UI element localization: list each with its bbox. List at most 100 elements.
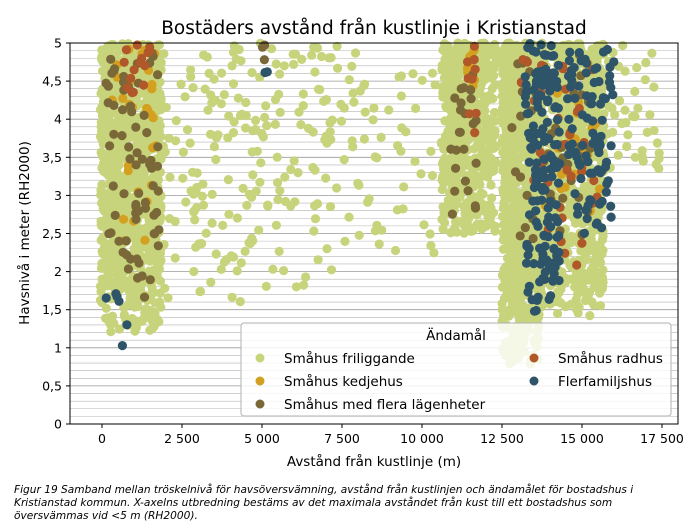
point-sm-hus-med-flera-l-genheter xyxy=(460,176,470,186)
point-sm-hus-med-flera-l-genheter xyxy=(131,122,141,132)
point-sm-hus-friliggande xyxy=(310,67,320,77)
point-sm-hus-friliggande xyxy=(472,219,482,229)
point-flerfamiljshus xyxy=(539,50,550,60)
y-tick-label: 2,5 xyxy=(42,226,62,241)
point-sm-hus-radhus xyxy=(140,61,150,71)
point-sm-hus-friliggande xyxy=(103,118,113,128)
point-sm-hus-friliggande xyxy=(374,239,384,249)
point-sm-hus-med-flera-l-genheter xyxy=(154,225,164,235)
point-sm-hus-radhus xyxy=(132,40,142,50)
point-sm-hus-friliggande xyxy=(209,142,219,152)
point-flerfamiljshus xyxy=(101,293,111,303)
point-sm-hus-friliggande xyxy=(186,65,196,75)
point-sm-hus-friliggande xyxy=(565,198,575,209)
point-sm-hus-friliggande xyxy=(248,170,258,180)
point-sm-hus-friliggande xyxy=(321,95,331,105)
point-sm-hus-friliggande xyxy=(100,313,111,323)
point-sm-hus-friliggande xyxy=(153,317,163,327)
point-sm-hus-friliggande xyxy=(171,136,181,146)
point-flerfamiljshus xyxy=(543,203,553,213)
point-sm-hus-med-flera-l-genheter xyxy=(123,264,133,274)
point-sm-hus-friliggande xyxy=(263,201,273,211)
point-flerfamiljshus xyxy=(575,160,585,170)
point-sm-hus-friliggande xyxy=(188,83,198,93)
point-sm-hus-friliggande xyxy=(202,52,212,62)
point-sm-hus-radhus xyxy=(471,108,481,118)
point-sm-hus-friliggande xyxy=(593,209,603,219)
point-sm-hus-friliggande xyxy=(486,180,496,190)
point-sm-hus-friliggande xyxy=(439,39,450,49)
point-sm-hus-med-flera-l-genheter xyxy=(450,93,460,103)
point-flerfamiljshus xyxy=(592,63,602,73)
point-sm-hus-friliggande xyxy=(296,120,306,130)
point-sm-hus-friliggande xyxy=(251,115,261,125)
point-sm-hus-friliggande xyxy=(271,220,281,230)
point-sm-hus-friliggande xyxy=(165,172,175,182)
point-sm-hus-friliggande xyxy=(514,118,524,128)
point-sm-hus-friliggande xyxy=(211,154,221,165)
point-sm-hus-friliggande xyxy=(275,69,285,79)
point-sm-hus-friliggande xyxy=(267,44,277,54)
legend: Ändamål Småhus friliggande Småhus kedjeh… xyxy=(240,322,672,417)
point-sm-hus-friliggande xyxy=(502,135,512,145)
point-sm-hus-friliggande xyxy=(438,92,448,102)
point-sm-hus-radhus xyxy=(572,260,582,270)
point-sm-hus-friliggande xyxy=(508,281,518,292)
point-sm-hus-friliggande xyxy=(347,61,357,71)
point-sm-hus-friliggande xyxy=(186,72,196,82)
point-sm-hus-friliggande xyxy=(235,297,245,307)
point-sm-hus-friliggande xyxy=(640,75,650,85)
point-sm-hus-radhus xyxy=(470,128,480,138)
x-tick-label: 5 000 xyxy=(244,431,280,446)
point-sm-hus-friliggande xyxy=(155,216,165,226)
point-sm-hus-friliggande xyxy=(150,173,160,183)
point-sm-hus-friliggande xyxy=(485,142,495,152)
point-flerfamiljshus xyxy=(605,62,615,72)
point-sm-hus-friliggande xyxy=(630,152,640,162)
point-sm-hus-friliggande xyxy=(107,311,118,321)
y-tick-label: 1 xyxy=(54,340,62,355)
point-sm-hus-friliggande xyxy=(336,99,346,109)
point-sm-hus-med-flera-l-genheter xyxy=(114,236,124,246)
point-sm-hus-friliggande xyxy=(207,98,217,108)
point-sm-hus-friliggande xyxy=(500,93,511,103)
y-axis-label: Havsnivå i meter (RH2000) xyxy=(16,141,33,325)
point-flerfamiljshus xyxy=(551,200,561,210)
point-sm-hus-friliggande xyxy=(189,266,199,277)
y-tick-label: 0,5 xyxy=(42,378,62,393)
point-sm-hus-friliggande xyxy=(348,142,358,152)
point-sm-hus-friliggande xyxy=(647,48,657,58)
point-flerfamiljshus xyxy=(598,93,608,103)
point-sm-hus-friliggande xyxy=(486,70,496,80)
point-sm-hus-friliggande xyxy=(308,127,318,137)
point-flerfamiljshus xyxy=(564,56,575,66)
point-sm-hus-friliggande xyxy=(443,59,453,70)
point-flerfamiljshus xyxy=(601,187,611,197)
point-sm-hus-radhus xyxy=(562,165,572,175)
point-sm-hus-friliggande xyxy=(516,313,526,323)
point-sm-hus-friliggande xyxy=(459,202,469,212)
point-sm-hus-friliggande xyxy=(185,138,195,148)
point-sm-hus-med-flera-l-genheter xyxy=(558,193,568,203)
point-sm-hus-friliggande xyxy=(384,105,394,115)
point-sm-hus-med-flera-l-genheter xyxy=(454,127,464,137)
point-sm-hus-friliggande xyxy=(633,103,643,113)
point-sm-hus-friliggande xyxy=(426,241,436,251)
point-flerfamiljshus xyxy=(533,292,543,302)
point-sm-hus-friliggande xyxy=(218,220,228,230)
point-flerfamiljshus xyxy=(603,176,613,186)
point-sm-hus-friliggande xyxy=(228,47,239,57)
point-sm-hus-med-flera-l-genheter xyxy=(126,254,136,264)
point-sm-hus-friliggande xyxy=(499,147,509,157)
point-sm-hus-med-flera-l-genheter xyxy=(455,105,466,115)
point-sm-hus-med-flera-l-genheter xyxy=(152,207,162,218)
point-flerfamiljshus xyxy=(521,99,531,109)
point-sm-hus-friliggande xyxy=(641,58,651,68)
point-flerfamiljshus xyxy=(528,196,538,206)
point-sm-hus-friliggande xyxy=(520,270,530,280)
point-sm-hus-friliggande xyxy=(232,266,242,276)
point-sm-hus-med-flera-l-genheter xyxy=(260,40,270,50)
point-sm-hus-friliggande xyxy=(119,311,130,321)
point-flerfamiljshus xyxy=(524,281,535,291)
legend-marker-smahus-friliggande xyxy=(255,353,265,363)
